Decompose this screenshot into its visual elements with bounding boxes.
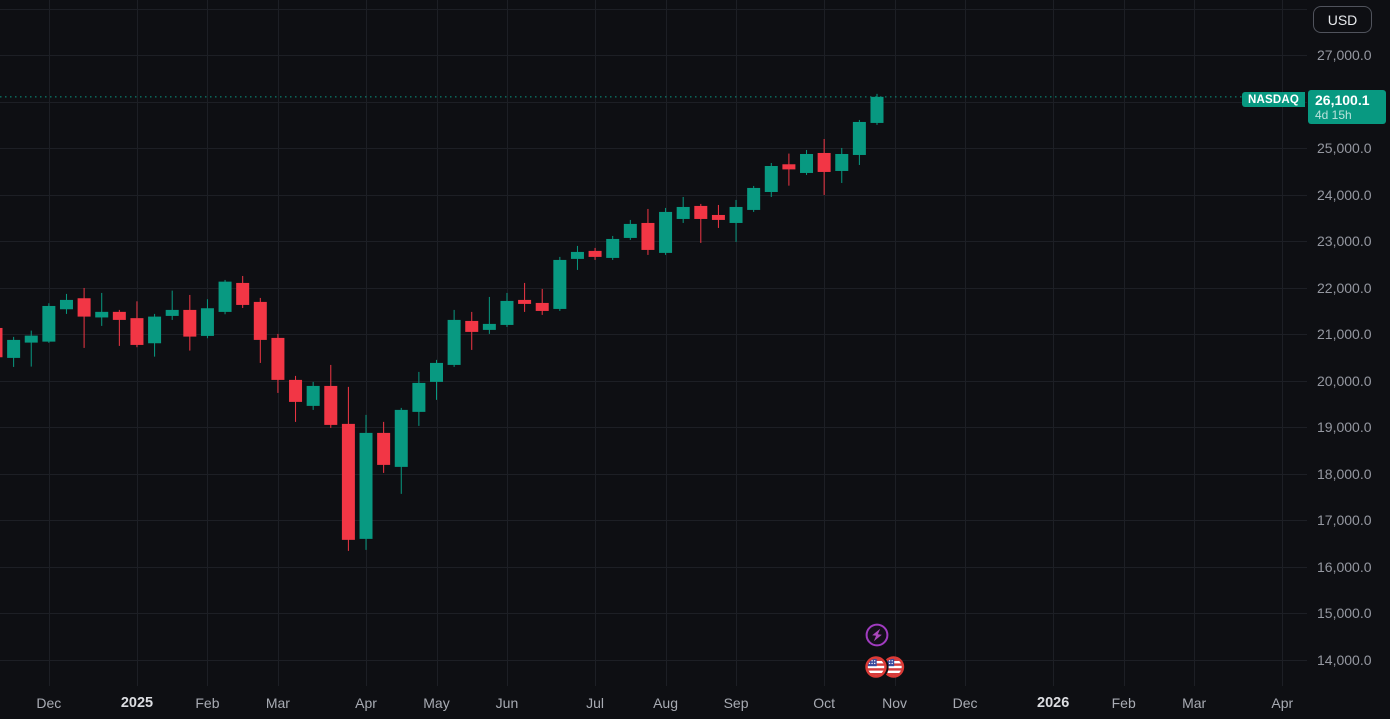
candle-body bbox=[535, 302, 549, 311]
price-tick-label: 24,000.0 bbox=[1317, 186, 1372, 203]
candle-body bbox=[817, 152, 831, 172]
month-tick-label: Mar bbox=[1182, 695, 1207, 711]
candle-body bbox=[447, 319, 461, 365]
candle-body bbox=[782, 164, 796, 170]
currency-button[interactable]: USD bbox=[1313, 6, 1372, 33]
month-tick-label: Apr bbox=[1271, 695, 1294, 711]
price-tick-label: 20,000.0 bbox=[1317, 372, 1372, 389]
candle-body bbox=[377, 432, 391, 465]
candle-body bbox=[341, 423, 355, 540]
month-tick-label: Nov bbox=[882, 695, 908, 711]
candle-body bbox=[359, 432, 373, 539]
price-tick-label: 21,000.0 bbox=[1317, 326, 1372, 342]
candle-body bbox=[306, 385, 320, 406]
candle-body bbox=[676, 206, 690, 219]
candle-body bbox=[747, 187, 761, 210]
us-flag-events-group[interactable] bbox=[863, 654, 907, 680]
candle-body bbox=[711, 214, 725, 220]
candle-body bbox=[112, 311, 126, 320]
candle-body bbox=[729, 206, 743, 223]
year-tick-label: 2025 bbox=[120, 695, 154, 711]
current-price-box: 26,100.1 4d 15h bbox=[1308, 90, 1386, 124]
month-tick-label: Feb bbox=[195, 695, 220, 711]
candle-body bbox=[200, 308, 214, 336]
candle-body bbox=[7, 339, 21, 358]
month-tick-label: Dec bbox=[952, 695, 978, 711]
currency-button-label: USD bbox=[1327, 11, 1358, 28]
candle-body bbox=[588, 250, 602, 257]
candle-body bbox=[165, 309, 179, 316]
candle-body bbox=[482, 323, 496, 330]
candle-body bbox=[659, 211, 673, 253]
candles-layer bbox=[0, 93, 884, 551]
lightning-event-icon[interactable] bbox=[864, 622, 890, 648]
price-tick-label: 15,000.0 bbox=[1317, 605, 1372, 621]
price-tick-label: 18,000.0 bbox=[1317, 465, 1372, 482]
candle-body bbox=[394, 409, 408, 467]
price-tick-label: 25,000.0 bbox=[1317, 140, 1372, 156]
symbol-price-tag: NASDAQ bbox=[1242, 92, 1305, 107]
month-tick-label: Dec bbox=[36, 695, 62, 711]
month-tick-label: Apr bbox=[355, 695, 377, 711]
candle-body bbox=[218, 281, 232, 312]
candle-body bbox=[800, 153, 814, 173]
candle-body bbox=[606, 238, 620, 258]
candle-body bbox=[0, 327, 3, 358]
month-tick-label: Mar bbox=[265, 695, 290, 711]
month-tick-label: Jul bbox=[586, 695, 605, 711]
symbol-name: NASDAQ bbox=[1247, 93, 1300, 106]
month-tick-label: Feb bbox=[1111, 695, 1136, 711]
price-tick-label: 19,000.0 bbox=[1317, 419, 1372, 435]
month-tick-label: Oct bbox=[813, 695, 836, 711]
current-price-value: 26,100.1 bbox=[1315, 92, 1370, 108]
candle-body bbox=[852, 121, 866, 155]
candle-body bbox=[465, 320, 479, 332]
candle-body bbox=[553, 259, 567, 309]
price-scale[interactable]: 27,000.0 25,000.0 24,000.0 23,000.0 22,000.0… bbox=[1307, 0, 1390, 688]
candle-body bbox=[835, 153, 849, 171]
month-tick-label: May bbox=[423, 695, 450, 711]
candle-body bbox=[24, 335, 38, 343]
candle-body bbox=[95, 311, 109, 318]
price-tick-label: 17,000.0 bbox=[1317, 512, 1372, 528]
candle-body bbox=[77, 298, 91, 317]
candle-body bbox=[289, 379, 303, 402]
candle-body bbox=[694, 205, 708, 219]
candle-body bbox=[412, 382, 426, 412]
candle-body bbox=[430, 362, 443, 382]
candle-body bbox=[59, 299, 73, 310]
price-tick-label: 22,000.0 bbox=[1317, 279, 1372, 296]
price-tick-label: 23,000.0 bbox=[1317, 233, 1372, 249]
candle-body bbox=[236, 282, 250, 305]
candle-body bbox=[500, 300, 514, 325]
time-scale[interactable]: Dec 2025 Feb Mar Apr May Jun Jul Aug Sep Oct Nov Dec… bbox=[0, 688, 1390, 719]
month-tick-label: Jun bbox=[495, 695, 519, 711]
us-flag-event-icon[interactable] bbox=[863, 654, 889, 680]
month-tick-label: Aug bbox=[653, 695, 679, 711]
candle-body bbox=[518, 299, 532, 304]
price-tick-label: 27,000.0 bbox=[1317, 47, 1372, 63]
candle-body bbox=[148, 316, 162, 344]
year-tick-label: 2026 bbox=[1037, 695, 1070, 711]
grid-lines bbox=[0, 0, 1307, 686]
price-tick-label: 14,000.0 bbox=[1317, 651, 1372, 668]
price-tick-label: 16,000.0 bbox=[1317, 558, 1372, 575]
candle-body bbox=[183, 309, 197, 337]
candle-body bbox=[870, 96, 884, 123]
bar-countdown: 4d 15h bbox=[1315, 108, 1352, 122]
candle-body bbox=[130, 318, 144, 345]
candle-body bbox=[42, 305, 56, 342]
candle-body bbox=[271, 337, 285, 380]
month-tick-label: Sep bbox=[723, 695, 749, 711]
candle-body bbox=[253, 301, 267, 340]
candle-body bbox=[623, 223, 637, 238]
candle-body bbox=[764, 165, 778, 192]
candle-body bbox=[641, 222, 655, 250]
candle-body bbox=[324, 385, 338, 425]
candle-body bbox=[570, 251, 584, 259]
